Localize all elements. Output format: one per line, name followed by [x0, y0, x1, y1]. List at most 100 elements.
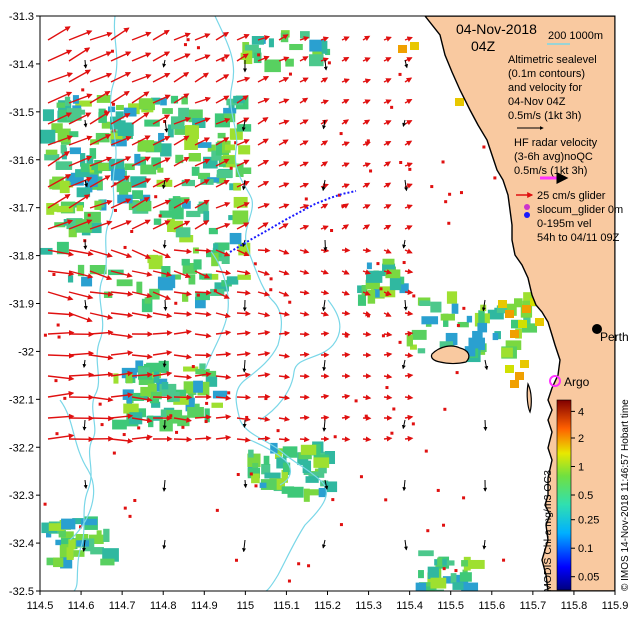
- chlorophyll-pixel: [184, 138, 198, 150]
- x-tick-label: 114.5: [27, 600, 54, 612]
- chlorophyll-pixel: [153, 371, 160, 383]
- chlorophyll-pixel: [163, 274, 176, 289]
- chlorophyll-fleck: [63, 396, 67, 400]
- chlorophyll-fleck: [196, 46, 200, 50]
- chlorophyll-pixel: [224, 144, 236, 151]
- altimetry-vector: [89, 249, 113, 258]
- chlorophyll-pixel: [207, 144, 216, 152]
- chlorophyll-pixel: [72, 109, 86, 115]
- chlorophyll-pixel: [478, 349, 486, 355]
- chlorophyll-fleck: [411, 422, 415, 426]
- chlorophyll-pixel: [214, 282, 229, 292]
- altimetry-vector: [320, 203, 329, 209]
- altimetry-vector: [152, 114, 171, 125]
- altimetry-vector: [47, 330, 75, 336]
- contour-200m: [214, 16, 328, 591]
- altimetry-vector: [320, 247, 330, 254]
- altimetry-vector: [194, 332, 212, 339]
- altimetry-vector: [110, 198, 132, 209]
- altimetry-vector: [299, 289, 310, 296]
- altimetry-vector: [257, 180, 270, 188]
- chlorophyll-fleck: [137, 426, 141, 430]
- altimetry-vector: [299, 248, 310, 254]
- altimetry-vector: [404, 204, 413, 210]
- altimetry-vector: [194, 220, 210, 230]
- altimetry-vector: [152, 249, 171, 259]
- chlorophyll-pixel: [233, 196, 248, 208]
- altimetry-vector: [110, 175, 131, 188]
- x-tick-label: 115.1: [273, 600, 300, 612]
- altimetry-vector: [47, 219, 74, 230]
- altimetry-vector: [47, 291, 74, 301]
- chlorophyll-pixel: [305, 476, 319, 483]
- altimetry-vector: [131, 434, 153, 440]
- chlorophyll-pixel: [385, 269, 401, 279]
- chlorophyll-fleck: [426, 529, 430, 533]
- x-tick-label: 115.7: [519, 600, 546, 612]
- altimetry-vector: [152, 72, 171, 83]
- x-tick-label: 115: [237, 600, 255, 612]
- chlorophyll-fleck: [175, 430, 179, 434]
- chlorophyll-pixel: [150, 391, 162, 400]
- chlorophyll-fleck: [354, 399, 358, 403]
- chlorophyll-pixel: [141, 298, 153, 313]
- chlorophyll-pixel: [124, 163, 135, 171]
- chlorophyll-pixel: [91, 163, 97, 171]
- chlorophyll-fleck: [133, 498, 137, 502]
- chlorophyll-fleck: [339, 132, 343, 136]
- altimetry-vector: [362, 331, 372, 338]
- altimetry-vector: [131, 270, 153, 277]
- altimetry-vector: [68, 219, 93, 230]
- altimetry-vector: [236, 249, 250, 257]
- altimetry-vector: [236, 53, 249, 62]
- altimetry-vector: [89, 199, 113, 209]
- altimetry-vector: [341, 393, 351, 400]
- chlorophyll-pixel: [66, 218, 83, 230]
- altimetry-vector: [341, 310, 351, 317]
- chlorophyll-pixel: [285, 58, 294, 67]
- altimetry-vector: [47, 352, 75, 359]
- chlorophyll-pixel: [75, 100, 92, 107]
- chlorophyll-pixel: [367, 289, 376, 304]
- colorbar-tick-label: 0.1: [578, 543, 593, 555]
- altimetry-vector: [47, 135, 74, 146]
- hf-radar-vector: [321, 299, 326, 312]
- hf-radar-vector: [323, 59, 328, 71]
- chlorophyll-pixel: [158, 132, 165, 142]
- chlorophyll-pixel: [208, 227, 218, 235]
- chlorophyll-pixel: [252, 462, 259, 471]
- chlorophyll-pixel: [441, 560, 455, 566]
- chlorophyll-fleck: [79, 525, 83, 529]
- y-tick-label: -31.8: [9, 251, 34, 263]
- hf-radar-arrows: [82, 59, 489, 553]
- altimetry-vector: [194, 435, 212, 442]
- chlorophyll-pixel: [76, 187, 91, 198]
- chlorophyll-pixel: [446, 291, 458, 304]
- altimetry-vector: [110, 350, 134, 356]
- chlorophyll-pixel: [72, 518, 85, 525]
- altimetry-vector: [152, 135, 171, 146]
- y-tick-label: -32.2: [9, 442, 34, 454]
- altimetry-vector: [299, 269, 310, 275]
- chlorophyll-pixel: [76, 205, 84, 212]
- chlorophyll-fleck: [331, 498, 335, 502]
- chlorophyll-fleck: [364, 414, 368, 418]
- x-tick-label: 115.8: [561, 600, 588, 612]
- hf-radar-vector: [324, 479, 329, 490]
- hf-radar-vector: [163, 299, 168, 311]
- chlorophyll-pixel: [415, 582, 427, 591]
- altimetry-vector: [110, 312, 134, 318]
- chlorophyll-fleck: [130, 229, 134, 233]
- chlorophyll-pixel: [223, 107, 237, 114]
- chlorophyll-pixel: [69, 201, 85, 208]
- altimetry-vector: [68, 372, 95, 378]
- chlorophyll-fleck: [337, 193, 341, 197]
- altimetry-vector: [257, 35, 271, 41]
- chlorophyll-fleck: [264, 397, 268, 401]
- chlorophyll-pixel: [80, 518, 98, 526]
- chlorophyll-fleck: [379, 287, 383, 291]
- altimetry-vector: [215, 351, 232, 358]
- chlorophyll-fleck: [327, 61, 331, 65]
- altimetry-vector: [299, 182, 310, 188]
